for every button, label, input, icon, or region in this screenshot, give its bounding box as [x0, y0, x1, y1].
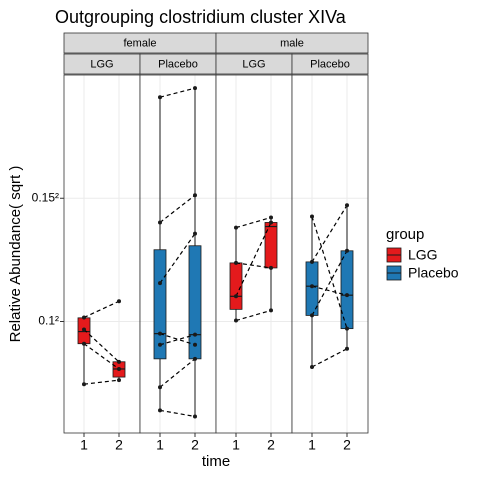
x-axis-label: time — [202, 453, 230, 470]
x-tick-label: 2 — [115, 437, 123, 453]
chart-title: Outgrouping clostridium cluster XIVa — [55, 7, 347, 27]
point — [117, 359, 121, 364]
pair-line — [159, 358, 196, 388]
pair-line — [235, 309, 272, 322]
y-tick-label: 0.15² — [32, 190, 59, 204]
x-tick-label: 2 — [191, 437, 199, 453]
point — [82, 315, 86, 320]
point — [158, 95, 162, 100]
point — [345, 248, 349, 253]
box — [188, 245, 202, 360]
x-tick-label: 1 — [308, 437, 316, 453]
point — [117, 366, 121, 371]
point — [234, 225, 238, 230]
point — [158, 281, 162, 286]
panel — [64, 75, 140, 433]
point — [193, 356, 197, 361]
point — [158, 342, 162, 347]
point — [158, 385, 162, 390]
point — [310, 214, 314, 219]
point — [193, 231, 197, 236]
point — [158, 408, 162, 413]
box — [264, 222, 278, 269]
point — [345, 203, 349, 208]
box — [153, 249, 167, 360]
point — [193, 332, 197, 337]
point — [310, 364, 314, 369]
point — [345, 346, 349, 351]
point — [82, 327, 86, 332]
pair-line — [159, 87, 196, 98]
pair-line — [159, 333, 196, 346]
x-tick-label: 1 — [156, 437, 164, 453]
pair-line — [311, 285, 348, 296]
point — [310, 284, 314, 289]
point — [193, 86, 197, 91]
panel-label: Placebo — [158, 58, 198, 70]
facet-strip — [215, 32, 369, 54]
y-axis-label: Relative Abundance( sqrt ) — [7, 166, 24, 343]
panel — [140, 75, 216, 433]
point — [234, 318, 238, 323]
point — [82, 382, 86, 387]
point — [158, 331, 162, 336]
panel — [292, 75, 368, 433]
legend-label: LGG — [408, 247, 438, 263]
pair-line — [83, 329, 120, 363]
pair-line — [83, 343, 120, 370]
point — [269, 308, 273, 313]
point — [269, 220, 273, 225]
pair-line — [159, 334, 196, 346]
point — [234, 260, 238, 265]
panel-label: Placebo — [310, 58, 350, 70]
legend-label: Placebo — [408, 265, 459, 281]
pair-line — [235, 216, 272, 229]
point — [158, 220, 162, 225]
x-tick-label: 1 — [232, 437, 240, 453]
pair-line — [311, 216, 348, 329]
panel-label: LGG — [90, 58, 113, 70]
point — [345, 326, 349, 331]
point — [117, 299, 121, 304]
pair-line — [159, 194, 196, 223]
x-tick-label: 2 — [267, 437, 275, 453]
pair-line — [83, 379, 120, 385]
point — [117, 378, 121, 383]
point — [193, 414, 197, 419]
pair-line — [159, 409, 196, 418]
point — [345, 293, 349, 298]
point — [269, 215, 273, 220]
pair-line — [311, 250, 348, 316]
facet-label: male — [280, 37, 304, 49]
point — [234, 294, 238, 299]
point — [193, 342, 197, 347]
x-tick-label: 1 — [80, 437, 88, 453]
point — [269, 265, 273, 270]
pair-line — [235, 262, 272, 269]
point — [193, 193, 197, 198]
point — [310, 313, 314, 318]
point — [310, 259, 314, 264]
panel — [216, 75, 292, 433]
x-tick-label: 2 — [343, 437, 351, 453]
point — [82, 341, 86, 346]
pair-line — [159, 233, 196, 284]
facet-strip — [291, 53, 369, 75]
panel-label: LGG — [242, 58, 265, 70]
y-tick-label: 0.1² — [38, 314, 59, 328]
facet-label: female — [123, 37, 156, 49]
legend-title: group — [386, 226, 424, 243]
panel-border — [291, 74, 369, 434]
